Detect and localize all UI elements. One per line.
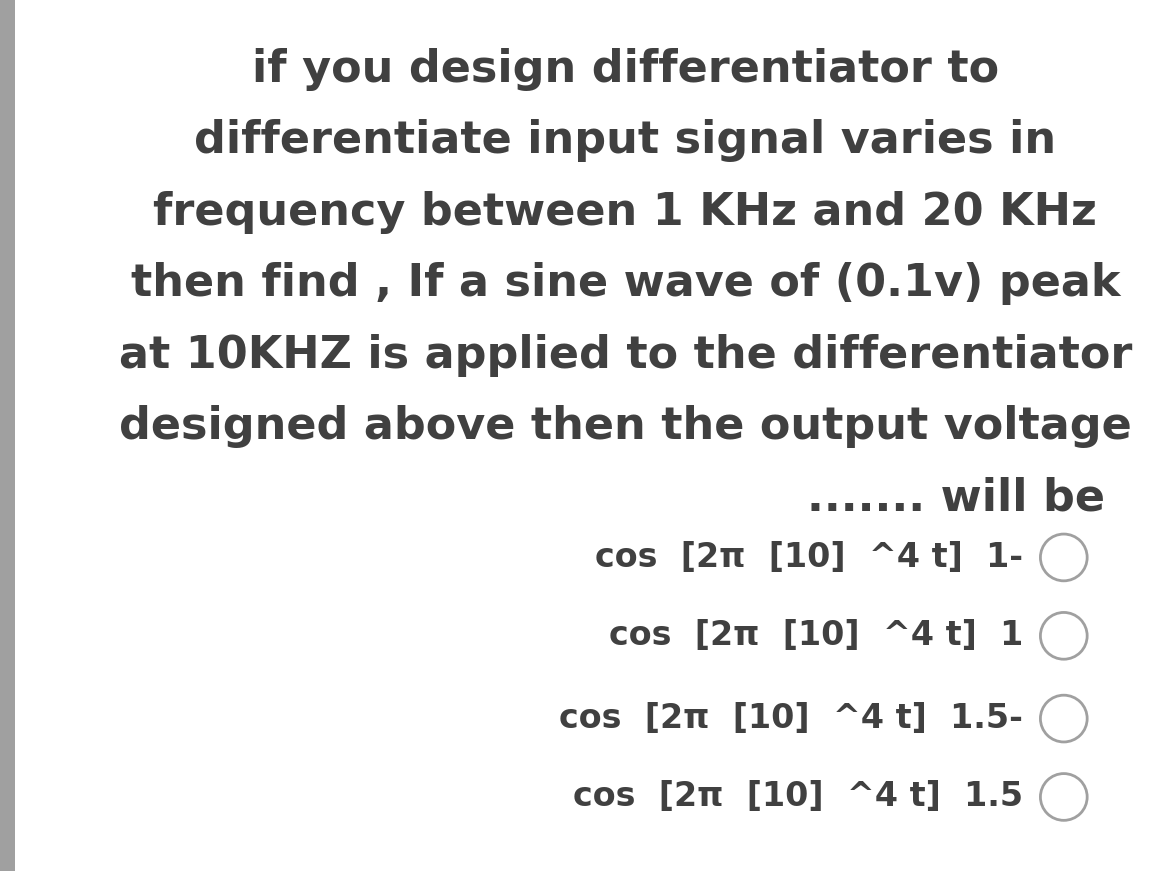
Text: ....... will be: ....... will be bbox=[807, 476, 1105, 519]
Text: if you design differentiator to: if you design differentiator to bbox=[251, 48, 999, 91]
Text: frequency between 1 KHz and 20 KHz: frequency between 1 KHz and 20 KHz bbox=[153, 191, 1098, 233]
Text: cos  [2π  [10]  ^4 t]  1.5-: cos [2π [10] ^4 t] 1.5- bbox=[559, 702, 1023, 735]
Text: at 10KHZ is applied to the differentiator: at 10KHZ is applied to the differentiato… bbox=[119, 334, 1132, 376]
Text: designed above then the output voltage: designed above then the output voltage bbox=[119, 405, 1132, 448]
Bar bbox=[0, 0, 15, 871]
Text: then find , If a sine wave of (0.1v) peak: then find , If a sine wave of (0.1v) pea… bbox=[131, 262, 1120, 305]
Text: differentiate input signal varies in: differentiate input signal varies in bbox=[194, 119, 1057, 162]
Text: cos  [2π  [10]  ^4 t]  1.5: cos [2π [10] ^4 t] 1.5 bbox=[573, 780, 1023, 814]
Text: cos  [2π  [10]  ^4 t]  1-: cos [2π [10] ^4 t] 1- bbox=[595, 541, 1023, 574]
Text: cos  [2π  [10]  ^4 t]  1: cos [2π [10] ^4 t] 1 bbox=[609, 619, 1023, 652]
